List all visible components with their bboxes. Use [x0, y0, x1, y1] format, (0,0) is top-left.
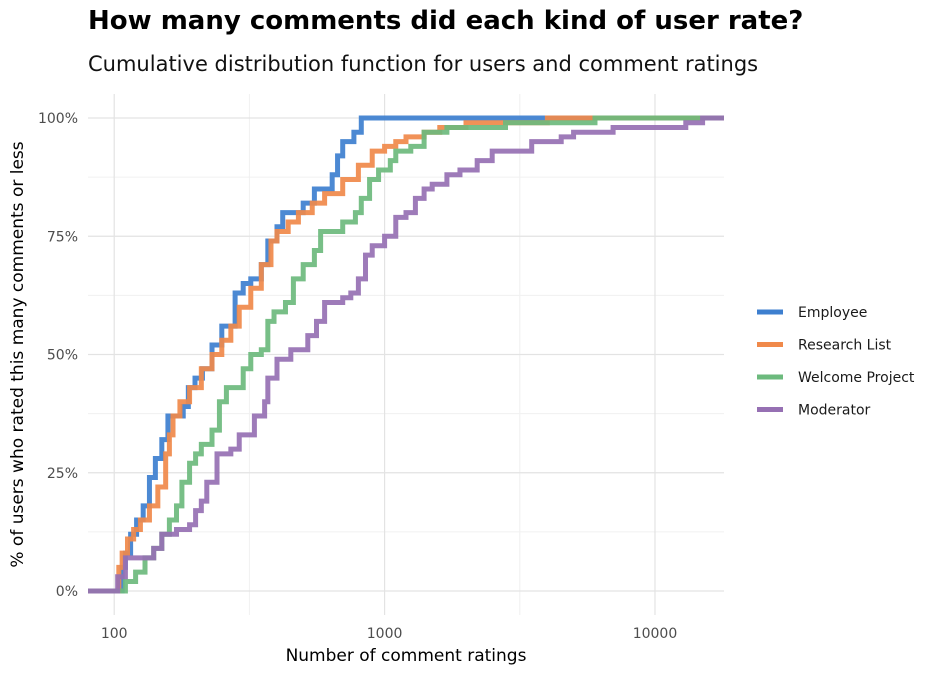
- series-line-research-list: [88, 115, 724, 594]
- series-line-moderator: [88, 115, 724, 594]
- x-tick-label: 100: [101, 626, 128, 642]
- y-tick-label: 25%: [47, 466, 78, 482]
- chart-title: How many comments did each kind of user …: [88, 6, 804, 36]
- x-tick-label: 10000: [633, 626, 678, 642]
- legend-label-employee: Employee: [798, 305, 867, 321]
- chart-subtitle: Cumulative distribution function for use…: [88, 52, 759, 76]
- x-tick-label: 1000: [367, 626, 403, 642]
- legend-label-moderator: Moderator: [798, 403, 871, 419]
- y-tick-label: 0%: [56, 584, 78, 600]
- legend: Employee Research List Welcome Project Mode…: [757, 305, 915, 419]
- legend-label-welcome-project: Welcome Project: [798, 370, 915, 386]
- series-lines: [88, 115, 724, 594]
- y-tick-label: 100%: [38, 111, 78, 127]
- x-axis-label: Number of comment ratings: [286, 646, 527, 666]
- y-axis-label: % of users who rated this many comments …: [8, 141, 28, 567]
- y-tick-label: 50%: [47, 348, 78, 364]
- y-tick-label: 75%: [47, 229, 78, 245]
- y-axis-ticks: 0% 25% 50% 75% 100%: [38, 111, 78, 600]
- legend-label-research-list: Research List: [798, 338, 892, 354]
- x-axis-ticks: 100 1000 10000: [101, 626, 677, 642]
- major-gridlines: [88, 94, 724, 615]
